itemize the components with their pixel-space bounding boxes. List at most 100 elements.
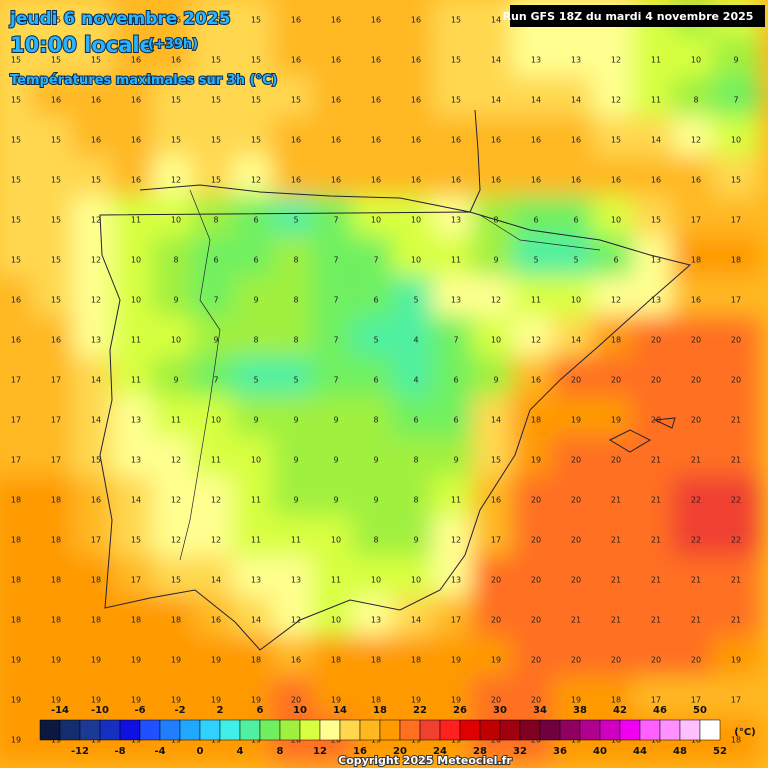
value-label: 13: [291, 576, 301, 585]
colorbar-swatch: [399, 719, 421, 741]
colorbar-label: 50: [693, 705, 707, 716]
value-label: 16: [371, 16, 381, 25]
colorbar-swatch: [79, 719, 101, 741]
value-label: 16: [411, 176, 421, 185]
value-label: 15: [91, 16, 101, 25]
value-label: 19: [211, 696, 221, 705]
value-label: 6: [253, 256, 258, 265]
value-label: 8: [493, 216, 498, 225]
value-label: 18: [531, 416, 541, 425]
value-label: 17: [691, 696, 701, 705]
value-label: 7: [453, 336, 458, 345]
value-label: 19: [411, 696, 421, 705]
value-label: 5: [293, 216, 298, 225]
value-label: 8: [293, 296, 298, 305]
value-label: 17: [731, 296, 741, 305]
value-label: 18: [11, 576, 21, 585]
value-label: 11: [291, 536, 301, 545]
value-label: 22: [691, 536, 701, 545]
value-label: 14: [411, 616, 421, 625]
value-label: 10: [731, 136, 741, 145]
value-label: 7: [213, 296, 218, 305]
value-label: 19: [731, 656, 741, 665]
colorbar-swatch: [259, 719, 281, 741]
colorbar-swatch: [279, 719, 301, 741]
value-label: 16: [531, 176, 541, 185]
value-label: 20: [691, 376, 701, 385]
value-label: 14: [651, 136, 661, 145]
value-label: 11: [251, 496, 261, 505]
value-label: 20: [611, 656, 621, 665]
colorbar-swatch: [479, 719, 501, 741]
value-label: 15: [11, 96, 21, 105]
value-label: 10: [411, 576, 421, 585]
value-label: 12: [611, 56, 621, 65]
value-label: 11: [651, 56, 661, 65]
value-label: 20: [531, 576, 541, 585]
value-label: 15: [11, 16, 21, 25]
colorbar-label: 48: [673, 746, 687, 757]
value-label: 9: [493, 376, 498, 385]
value-label: 17: [651, 696, 661, 705]
value-label: 12: [171, 176, 181, 185]
value-label: 12: [531, 336, 541, 345]
value-label: 7: [333, 216, 338, 225]
value-label: 16: [131, 176, 141, 185]
value-label: 15: [491, 456, 501, 465]
value-label: 19: [131, 696, 141, 705]
value-label: 13: [531, 56, 541, 65]
value-label: 16: [211, 616, 221, 625]
value-label: 18: [11, 536, 21, 545]
value-label: 21: [731, 616, 741, 625]
value-label: 15: [451, 56, 461, 65]
value-label: 13: [571, 56, 581, 65]
colorbar-swatch: [39, 719, 61, 741]
value-label: 19: [611, 416, 621, 425]
time: 10:00 locale: [10, 33, 154, 57]
value-label: 8: [293, 336, 298, 345]
value-label: 9: [493, 256, 498, 265]
value-label: 13: [651, 296, 661, 305]
colorbar: -14 -10 -6 -2 2 6 10 14 18 22 26 30 34 38 42 46 50-12 -8-…: [39, 705, 727, 757]
value-label: 10: [251, 456, 261, 465]
value-label: 9: [413, 536, 418, 545]
value-label: 20: [611, 456, 621, 465]
value-label: 9: [253, 296, 258, 305]
colorbar-label: 26: [453, 705, 467, 716]
value-label: 16: [331, 96, 341, 105]
value-label: 9: [293, 416, 298, 425]
colorbar-swatch: [499, 719, 521, 741]
value-label: 21: [691, 456, 701, 465]
value-label: 10: [611, 216, 621, 225]
value-label: 9: [333, 416, 338, 425]
colorbar-label: 46: [653, 705, 667, 716]
value-label: 15: [11, 216, 21, 225]
value-label: 12: [91, 296, 101, 305]
value-label: 18: [11, 496, 21, 505]
value-label: 20: [571, 656, 581, 665]
date: jeudi 6 novembre 2025: [9, 9, 231, 29]
value-label: 16: [371, 56, 381, 65]
value-label: 16: [11, 336, 21, 345]
run-box: [510, 5, 765, 27]
value-label: 18: [51, 496, 61, 505]
copyright: Copyright 2025 Meteociel.fr: [338, 754, 512, 767]
value-label: 7: [213, 376, 218, 385]
subtitle: Températures maximales sur 3h (°C): [10, 73, 277, 88]
value-label: 7: [373, 256, 378, 265]
colorbar-swatch: [459, 719, 481, 741]
colorbar-swatch: [539, 719, 561, 741]
value-label: 15: [91, 176, 101, 185]
value-label: 15: [251, 56, 261, 65]
value-label: 21: [651, 616, 661, 625]
value-label: 20: [571, 376, 581, 385]
value-label: 16: [411, 96, 421, 105]
value-label: 21: [651, 496, 661, 505]
colorbar-swatch: [699, 719, 721, 741]
value-label: 13: [91, 336, 101, 345]
value-label: 20: [731, 376, 741, 385]
value-label: 15: [11, 176, 21, 185]
value-label: 15: [51, 56, 61, 65]
value-label: 16: [291, 16, 301, 25]
value-label: 21: [651, 576, 661, 585]
